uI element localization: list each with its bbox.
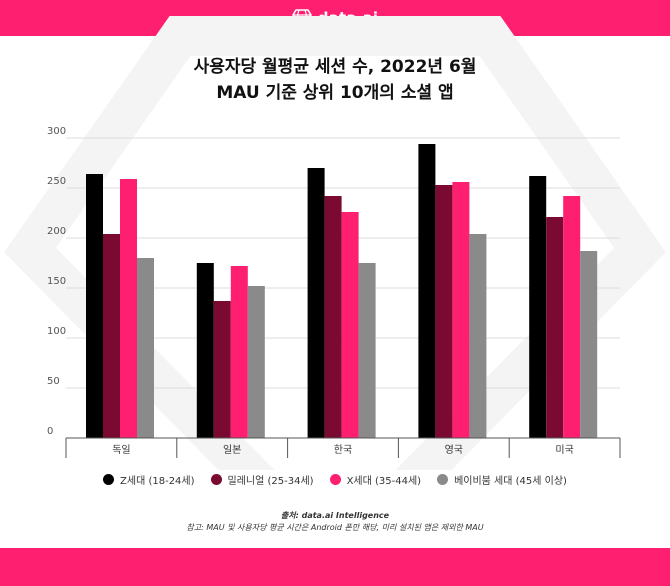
bar (358, 263, 376, 438)
legend-item: 베이비붐 세대 (45세 이상) (437, 472, 567, 487)
legend-swatch (437, 474, 449, 485)
bar (137, 258, 154, 438)
x-tick-label: 영국 (445, 444, 463, 456)
legend-swatch (210, 474, 222, 485)
bar (196, 263, 214, 438)
bar (86, 174, 103, 438)
x-tick-label: 독일 (112, 444, 130, 456)
y-tick-label: 100 (47, 326, 66, 337)
y-tick-label: 200 (47, 226, 66, 237)
legend-label: Z세대 (18-24세) (120, 476, 195, 487)
background-watermark (4, 16, 666, 470)
x-tick-label: 한국 (334, 444, 352, 456)
watermark-diamond (4, 16, 666, 470)
legend-label: 베이비붐 세대 (45세 이상) (454, 476, 567, 487)
y-tick-label: 0 (47, 426, 53, 437)
legend-item: 밀레니얼 (25-34세) (210, 472, 314, 487)
bar (120, 179, 137, 438)
bar (307, 168, 325, 438)
chart-title-line-1: 사용자당 월평균 세션 수, 2022년 6월 (193, 57, 477, 77)
y-tick-label: 250 (47, 176, 66, 187)
legend-label: 밀레니얼 (25-34세) (227, 476, 314, 487)
source-line: 출처: data.ai Intelligence (280, 511, 390, 520)
bar (418, 144, 436, 438)
note-line: 참고: MAU 및 사용자당 평균 시간은 Android 폰만 해당, 미리 … (186, 523, 484, 532)
bar (213, 301, 231, 438)
y-axis: 0 50 100 150 200 250 300 (47, 126, 66, 437)
bar (341, 212, 359, 438)
chart-title-line-2: MAU 기준 상위 10개의 소셜 앱 (216, 83, 454, 103)
bar (563, 196, 581, 438)
x-tick-label: 미국 (555, 444, 573, 456)
bars (86, 144, 598, 438)
y-tick-label: 50 (47, 376, 60, 387)
y-tick-label: 300 (47, 126, 66, 137)
bar (435, 185, 453, 438)
bar (469, 234, 487, 438)
x-tick-label: 일본 (223, 444, 241, 456)
legend-item: Z세대 (18-24세) (103, 472, 195, 487)
legend-label: X세대 (35-44세) (346, 476, 422, 487)
source-notes: 출처: data.ai Intelligence 참고: MAU 및 사용자당 … (0, 510, 670, 534)
bar-chart: 0 50 100 150 200 250 300 독일 일본 한국 영국 미국 (4, 16, 666, 470)
chart-title: 사용자당 월평균 세션 수, 2022년 6월 MAU 기준 상위 10개의 소… (0, 54, 670, 106)
legend: Z세대 (18-24세) 밀레니얼 (25-34세) X세대 (35-44세) 베이비… (0, 472, 670, 487)
bar (580, 251, 598, 438)
bar (230, 266, 248, 438)
bar (324, 196, 342, 438)
bar (452, 182, 470, 438)
bottom-banner (0, 548, 670, 586)
bar (529, 176, 547, 438)
y-tick-label: 150 (47, 276, 66, 287)
legend-swatch (329, 474, 341, 485)
bar (247, 286, 265, 438)
legend-item: X세대 (35-44세) (329, 472, 422, 487)
bar (103, 234, 120, 438)
legend-swatch (103, 474, 115, 485)
x-axis: 독일 일본 한국 영국 미국 (65, 437, 621, 458)
bar (546, 217, 564, 438)
